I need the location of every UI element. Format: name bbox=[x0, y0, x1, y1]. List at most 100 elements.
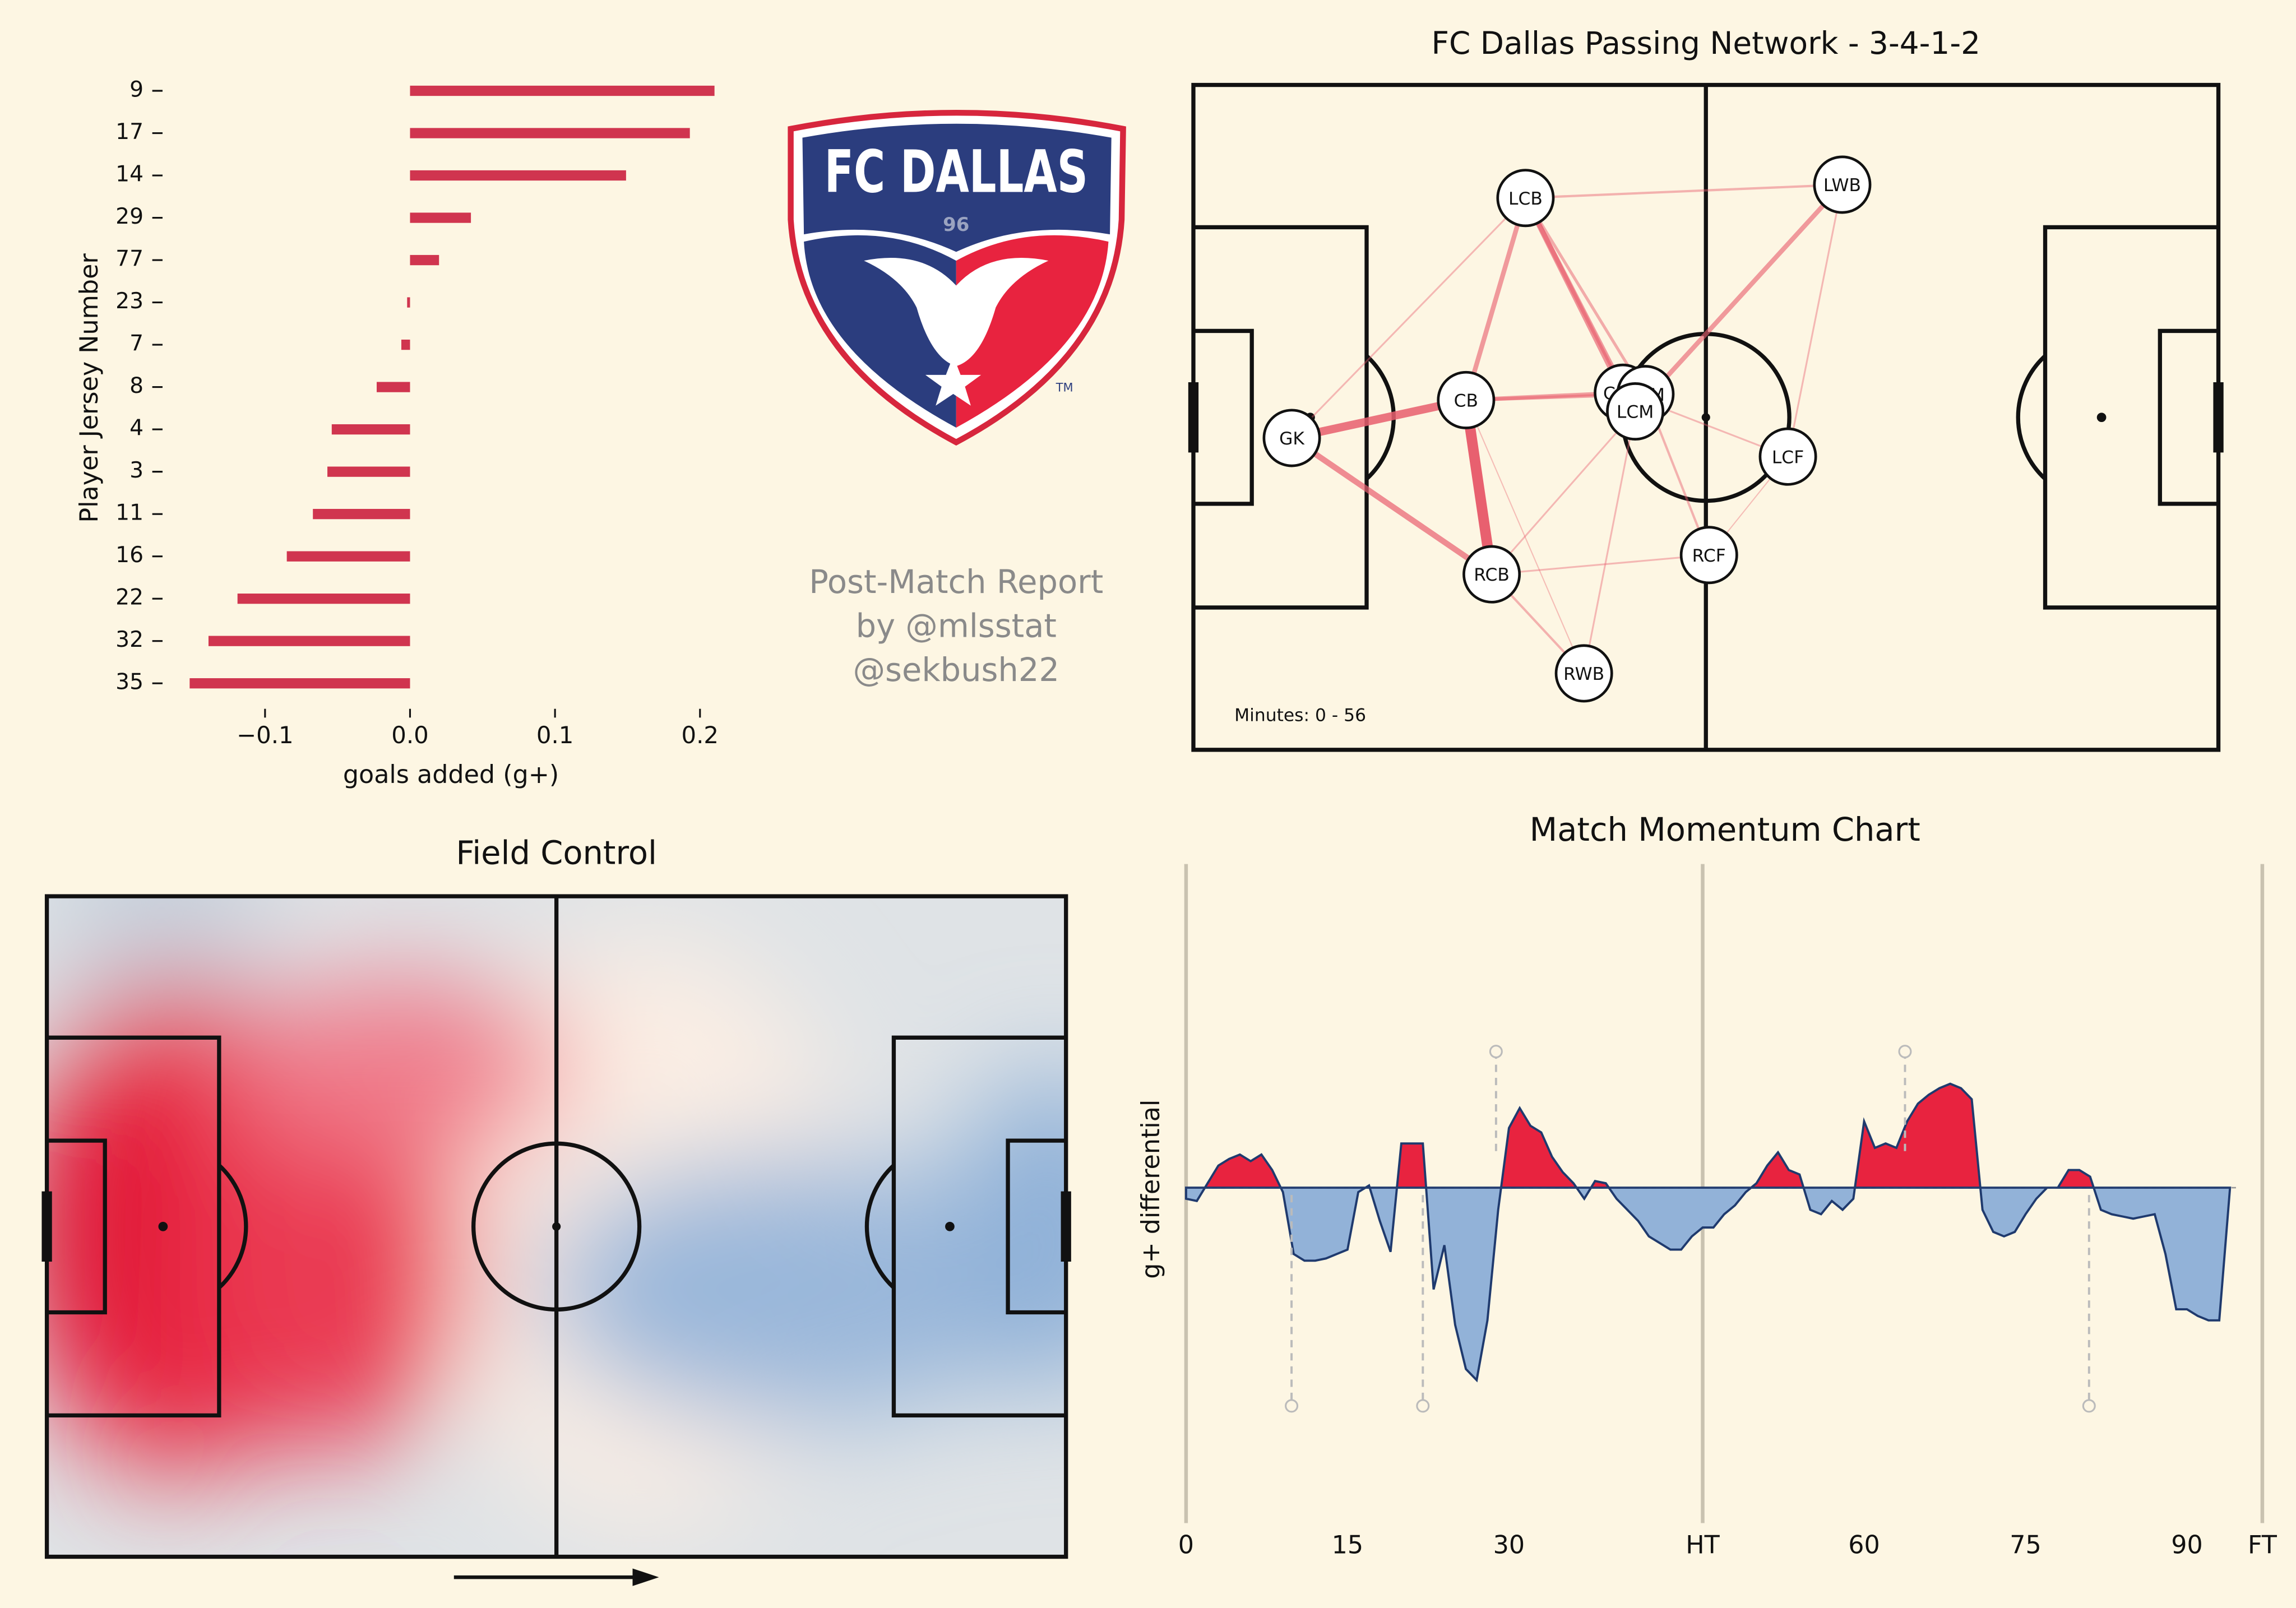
x-tick-label: 0 bbox=[1178, 1531, 1194, 1559]
player-label: GK bbox=[1279, 429, 1305, 449]
attack-arrow bbox=[453, 1568, 659, 1586]
penalty-box bbox=[47, 1035, 221, 1418]
x-tick-label: 15 bbox=[1332, 1531, 1364, 1559]
pass-edge bbox=[1786, 183, 1844, 458]
bar bbox=[327, 466, 410, 477]
pass-edge bbox=[1464, 196, 1528, 403]
six-yard-box bbox=[1193, 328, 1254, 506]
penalty-arc bbox=[2016, 354, 2047, 481]
pass-edge bbox=[1490, 554, 1710, 576]
penalty-spot bbox=[158, 1221, 168, 1231]
x-tick-label: 75 bbox=[2010, 1531, 2042, 1559]
penalty-box bbox=[2043, 225, 2219, 610]
player-node bbox=[1554, 644, 1613, 703]
x-tick-label: 0.0 bbox=[391, 721, 428, 749]
longhorn bbox=[864, 258, 1049, 367]
pass-edge bbox=[1583, 410, 1636, 674]
y-tick-label: 32 bbox=[115, 627, 144, 652]
club-logo: FC DALLAS 96 TM bbox=[788, 110, 1126, 446]
heatmap-away bbox=[541, 1157, 1040, 1421]
x-tick-label: −0.1 bbox=[237, 721, 293, 749]
y-tick-label: 11 bbox=[115, 501, 144, 526]
y-tick-label: 9 bbox=[129, 77, 144, 102]
pass-edge bbox=[1524, 183, 1844, 200]
y-tick-label: 14 bbox=[115, 162, 144, 187]
goal-marker bbox=[1285, 1399, 1299, 1413]
bar bbox=[401, 339, 410, 350]
center-circle bbox=[471, 1141, 642, 1312]
player-node bbox=[1679, 526, 1738, 585]
bar bbox=[410, 170, 626, 181]
logo-year: 96 bbox=[943, 214, 969, 236]
y-tick-label: 16 bbox=[115, 543, 144, 568]
bar bbox=[208, 636, 410, 646]
bar bbox=[286, 551, 410, 562]
six-yard-box bbox=[2158, 328, 2219, 506]
y-tick-label: 7 bbox=[129, 331, 144, 356]
network-title: FC Dallas Passing Network - 3-4-1-2 bbox=[1431, 25, 1980, 61]
bar bbox=[410, 212, 471, 223]
y-tick-label: 17 bbox=[115, 119, 144, 145]
player-node bbox=[1758, 427, 1817, 486]
arrow-head bbox=[632, 1568, 659, 1586]
y-tick-label: 8 bbox=[129, 373, 144, 398]
six-yard-box bbox=[1006, 1138, 1066, 1315]
player-label: CB bbox=[1454, 391, 1478, 411]
trademark: TM bbox=[1056, 381, 1073, 394]
pass-edge bbox=[1465, 399, 1585, 674]
penalty-spot bbox=[2096, 413, 2107, 423]
bar bbox=[313, 508, 410, 520]
field-control-title: Field Control bbox=[456, 835, 657, 872]
bar bbox=[410, 85, 715, 96]
player-node bbox=[1437, 370, 1496, 429]
bar bbox=[331, 424, 410, 435]
player-label: LCM bbox=[1617, 402, 1654, 423]
minutes-note: Minutes: 0 - 56 bbox=[1234, 706, 1366, 726]
heatmap-home bbox=[219, 981, 571, 1157]
y-tick-label: 77 bbox=[115, 247, 144, 272]
player-node bbox=[1813, 155, 1872, 214]
penalty-box bbox=[891, 1035, 1066, 1418]
x-tick-label: 30 bbox=[1493, 1531, 1525, 1559]
player-node bbox=[1606, 382, 1665, 441]
heatmap-home bbox=[205, 1069, 469, 1450]
goal-marker bbox=[1489, 1045, 1503, 1059]
player-label: RCB bbox=[1474, 565, 1510, 585]
y-tick-label: 35 bbox=[115, 670, 144, 695]
x-axis-label: goals added (g+) bbox=[343, 761, 559, 789]
y-tick-label: 29 bbox=[115, 204, 144, 229]
y-tick-label: 4 bbox=[129, 416, 144, 441]
bar bbox=[410, 254, 439, 266]
x-tick-label: HT bbox=[1686, 1531, 1720, 1559]
penalty-arc bbox=[864, 1164, 895, 1290]
y-axis-label: g+ differential bbox=[1137, 1100, 1165, 1279]
center-spot bbox=[1701, 413, 1710, 422]
goal-marker bbox=[1898, 1045, 1912, 1059]
center-spot bbox=[552, 1222, 561, 1231]
report-byline: by @mlsstat bbox=[856, 608, 1057, 645]
penalty-spot bbox=[945, 1221, 955, 1231]
momentum-positive bbox=[1184, 1082, 2232, 1188]
bar bbox=[237, 594, 410, 604]
report-handle: @sekbush22 bbox=[853, 651, 1059, 689]
bar bbox=[376, 382, 410, 392]
y-tick-label: 22 bbox=[115, 585, 144, 610]
pass-edge bbox=[1460, 395, 1497, 580]
player-label: RCF bbox=[1692, 546, 1726, 566]
y-tick-label: 23 bbox=[115, 289, 144, 314]
goal-marker bbox=[2082, 1399, 2096, 1413]
player-label: LWB bbox=[1823, 175, 1861, 196]
x-tick-label: 90 bbox=[2171, 1531, 2203, 1559]
bar bbox=[410, 128, 690, 138]
report-title: Post-Match Report bbox=[809, 563, 1103, 601]
pass-edge bbox=[1490, 410, 1636, 576]
y-axis-label: Player Jersey Number bbox=[75, 253, 104, 523]
six-yard-box bbox=[47, 1138, 107, 1315]
player-label: RWB bbox=[1563, 664, 1604, 684]
shield-top bbox=[802, 123, 1112, 252]
logo-name: FC DALLAS bbox=[825, 137, 1088, 206]
player-label: LCF bbox=[1772, 447, 1804, 467]
penalty-arc bbox=[217, 1164, 248, 1290]
